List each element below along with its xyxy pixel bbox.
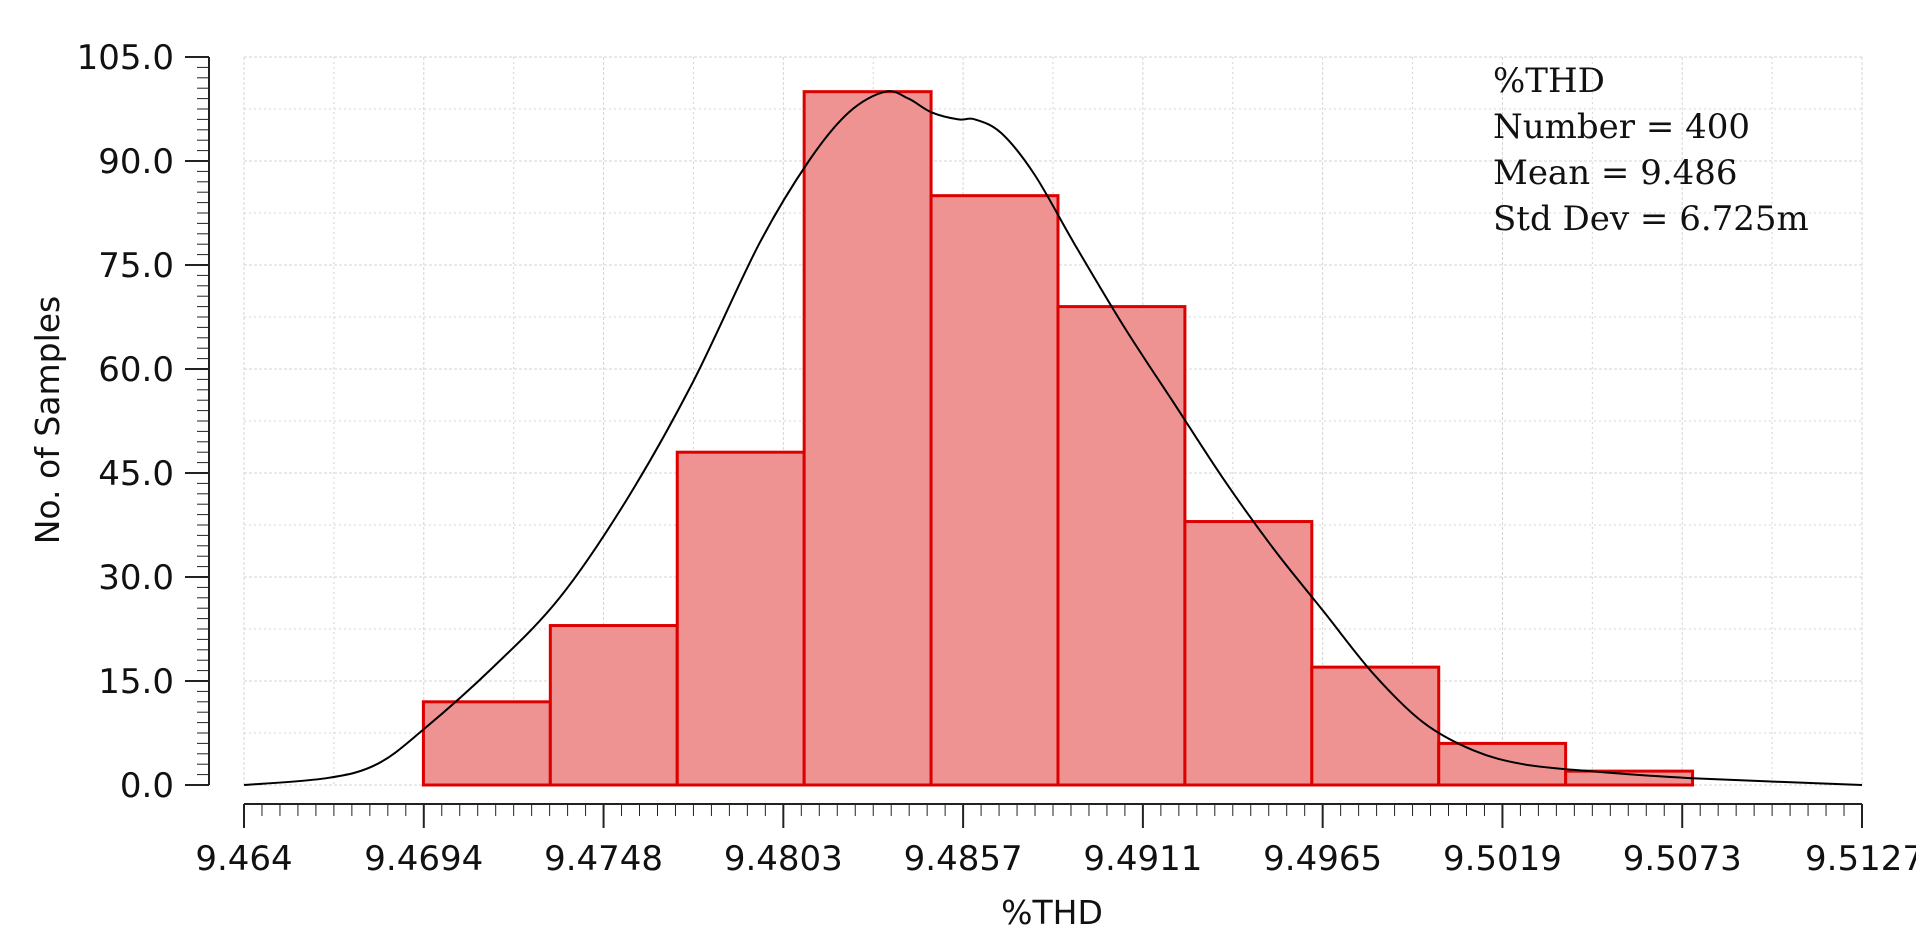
x-tick-label: 9.5019: [1443, 839, 1562, 879]
x-tick-label: 9.4748: [544, 839, 663, 879]
x-axis-title: %THD: [1001, 893, 1103, 932]
y-tick-label: 105.0: [77, 38, 174, 78]
y-tick-label: 30.0: [98, 558, 174, 598]
y-tick-label: 90.0: [98, 142, 174, 182]
histogram-bar: [1183, 520, 1314, 787]
x-tick-label: 9.464: [195, 839, 292, 879]
y-tick-label: 0.0: [120, 766, 174, 806]
x-tick-label: 9.4803: [724, 839, 843, 879]
histogram-bar: [675, 450, 806, 787]
x-tick-label: 9.4694: [364, 839, 483, 879]
histogram-bar: [1437, 741, 1568, 787]
stats-line: %THD: [1493, 61, 1605, 101]
stats-line: Number = 400: [1493, 107, 1750, 147]
y-tick-label: 60.0: [98, 350, 174, 390]
stats-line: Std Dev = 6.725m: [1493, 199, 1809, 239]
density-curve-layer: [243, 90, 1863, 786]
y-tick-label: 15.0: [98, 662, 174, 702]
histogram-bar: [421, 700, 552, 787]
x-axis: 9.464 9.4694 9.4748 9.4803 9.4857 9.4911 9.496…: [195, 803, 1916, 879]
y-tick-label: 75.0: [98, 246, 174, 286]
x-tick-label: 9.4911: [1083, 839, 1202, 879]
stats-box: %THD Number = 400 Mean = 9.486 Std Dev = 6.…: [1493, 61, 1809, 239]
x-tick-label: 9.4857: [904, 839, 1023, 879]
stats-line: Mean = 9.486: [1493, 153, 1738, 193]
x-tick-label: 9.5127: [1805, 839, 1916, 879]
density-curve: [243, 90, 1863, 786]
histogram-bar: [1310, 665, 1441, 787]
x-tick-label: 9.5073: [1623, 839, 1742, 879]
histogram-bars: [421, 90, 1695, 787]
histogram-bar: [929, 194, 1060, 787]
y-axis: 0.0 15.0 30.0 45.0 60.0 75.0 90.0 105.0: [77, 38, 210, 806]
histogram-bar: [548, 624, 679, 787]
y-tick-label: 45.0: [98, 454, 174, 494]
y-axis-title: No. of Samples: [28, 296, 67, 545]
histogram-bar: [1056, 305, 1187, 787]
x-tick-label: 9.4965: [1263, 839, 1382, 879]
histogram-bar: [802, 90, 933, 787]
